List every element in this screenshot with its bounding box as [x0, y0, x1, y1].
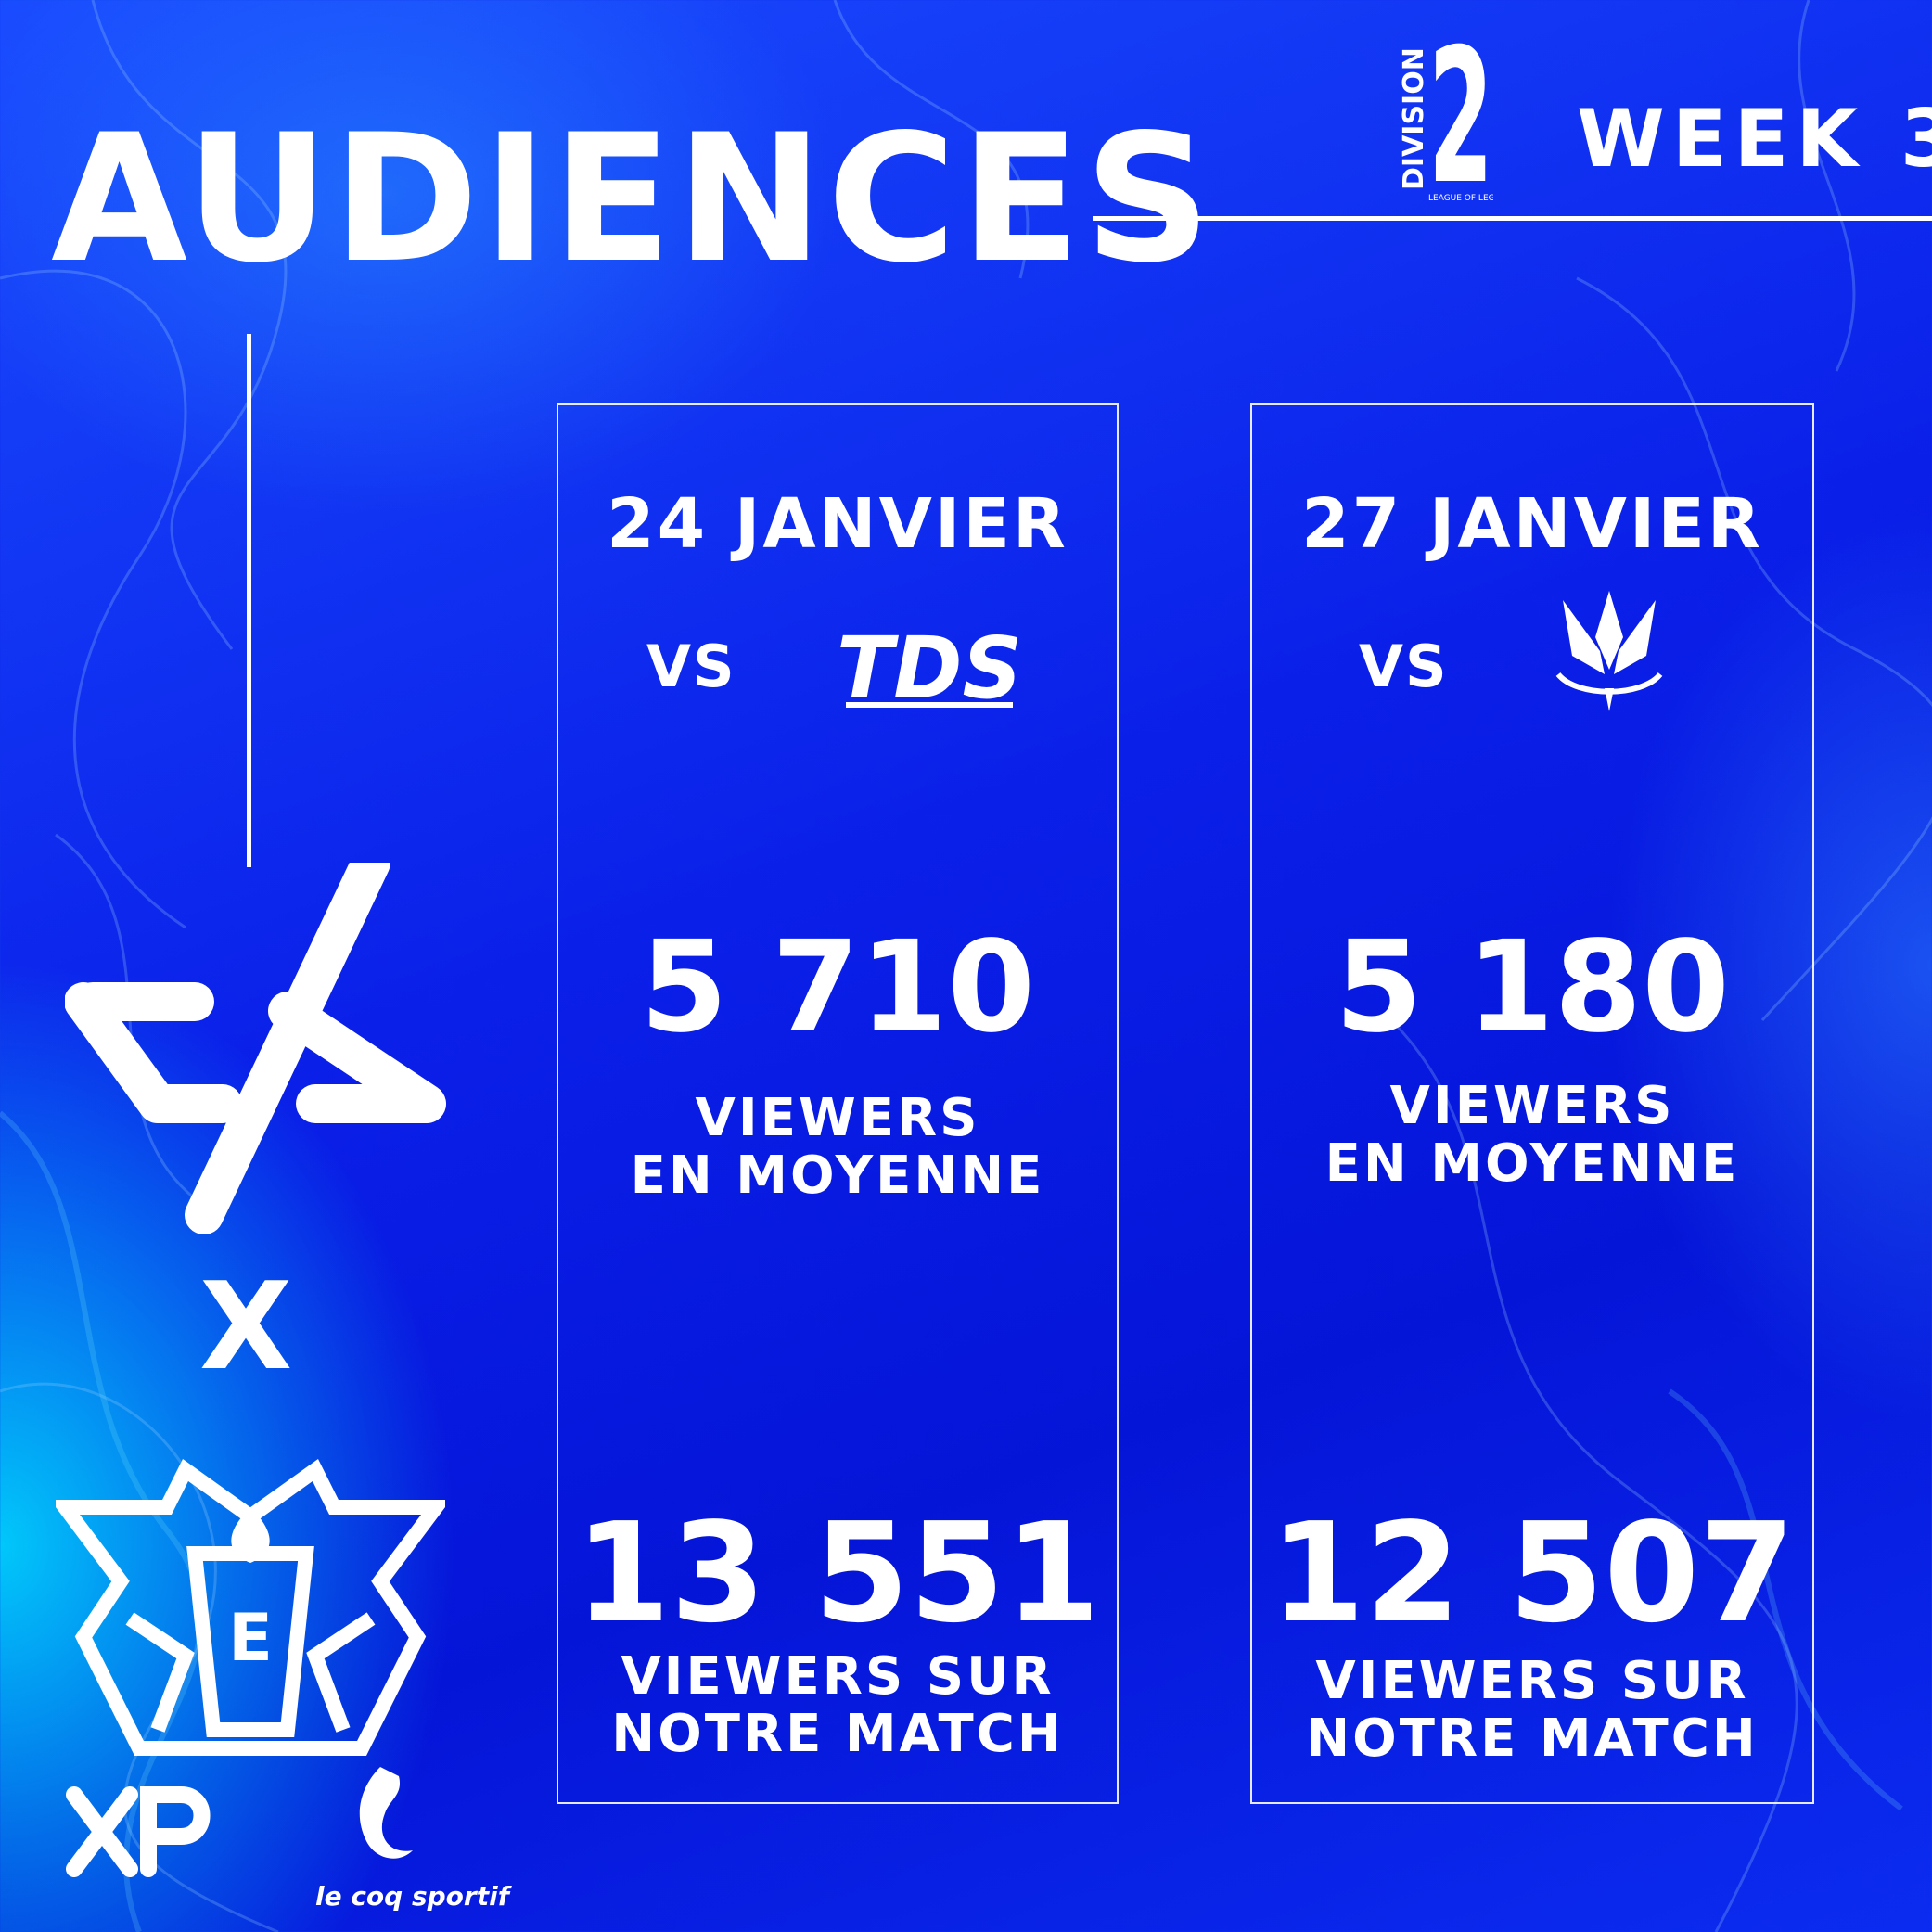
league-numeral: 2 [1428, 28, 1493, 204]
sponsor-name: le coq sportif [315, 1881, 509, 1912]
label-line: VIEWERS [695, 1088, 980, 1148]
match-date: 24 JANVIER [607, 484, 1068, 564]
side-divider [247, 334, 251, 867]
league-sub: LEAGUE OF LEGENDS [1428, 194, 1493, 203]
crown-crest-icon [1555, 591, 1663, 711]
division-2-logo: DIVISION 2 LEAGUE OF LEGENDS [1398, 28, 1493, 204]
opponent-logo-text: TDS [837, 623, 1022, 716]
vs-label: VS [1359, 633, 1449, 700]
vs-label: VS [646, 633, 736, 700]
average-viewers-label: VIEWERS EN MOYENNE [558, 1090, 1117, 1204]
match-card-2: 27 JANVIER VS 5 180 VIEWERS EN MOYENNE 1… [1250, 403, 1814, 1804]
label-line: NOTRE MATCH [611, 1703, 1064, 1764]
label-line: VIEWERS SUR [621, 1646, 1055, 1707]
match-card-1: 24 JANVIER VS TDS 5 710 VIEWERS EN MOYEN… [557, 403, 1119, 1804]
total-viewers: 13 551 [574, 1493, 1101, 1653]
label-line: VIEWERS SUR [1315, 1651, 1749, 1711]
rooster-icon [359, 1767, 413, 1859]
label-line: EN MOYENNE [1324, 1132, 1740, 1194]
week-label: WEEK 3 [1577, 93, 1932, 186]
label-line: EN MOYENNE [630, 1145, 1045, 1206]
page-title: AUDIENCES [51, 96, 1215, 301]
opponent-logo-tds: TDS [837, 623, 1022, 716]
partner-separator: X [199, 1256, 293, 1397]
total-viewers: 12 507 [1269, 1493, 1796, 1653]
total-viewers-label: VIEWERS SUR NOTRE MATCH [1252, 1653, 1812, 1767]
average-viewers: 5 710 [640, 915, 1035, 1061]
partner-crest-logo: E [56, 1459, 445, 1756]
header-divider [1093, 216, 1932, 221]
match-date: 27 JANVIER [1301, 484, 1763, 564]
label-line: NOTRE MATCH [1306, 1708, 1759, 1769]
svg-text:E: E [228, 1600, 273, 1676]
average-viewers-label: VIEWERS EN MOYENNE [1252, 1078, 1812, 1192]
league-word: DIVISION [1398, 47, 1430, 190]
total-viewers-label: VIEWERS SUR NOTRE MATCH [558, 1648, 1117, 1762]
label-line: VIEWERS [1389, 1076, 1675, 1136]
xp-logo [66, 1786, 211, 1877]
team-logo [65, 863, 446, 1234]
average-viewers: 5 180 [1335, 915, 1730, 1061]
